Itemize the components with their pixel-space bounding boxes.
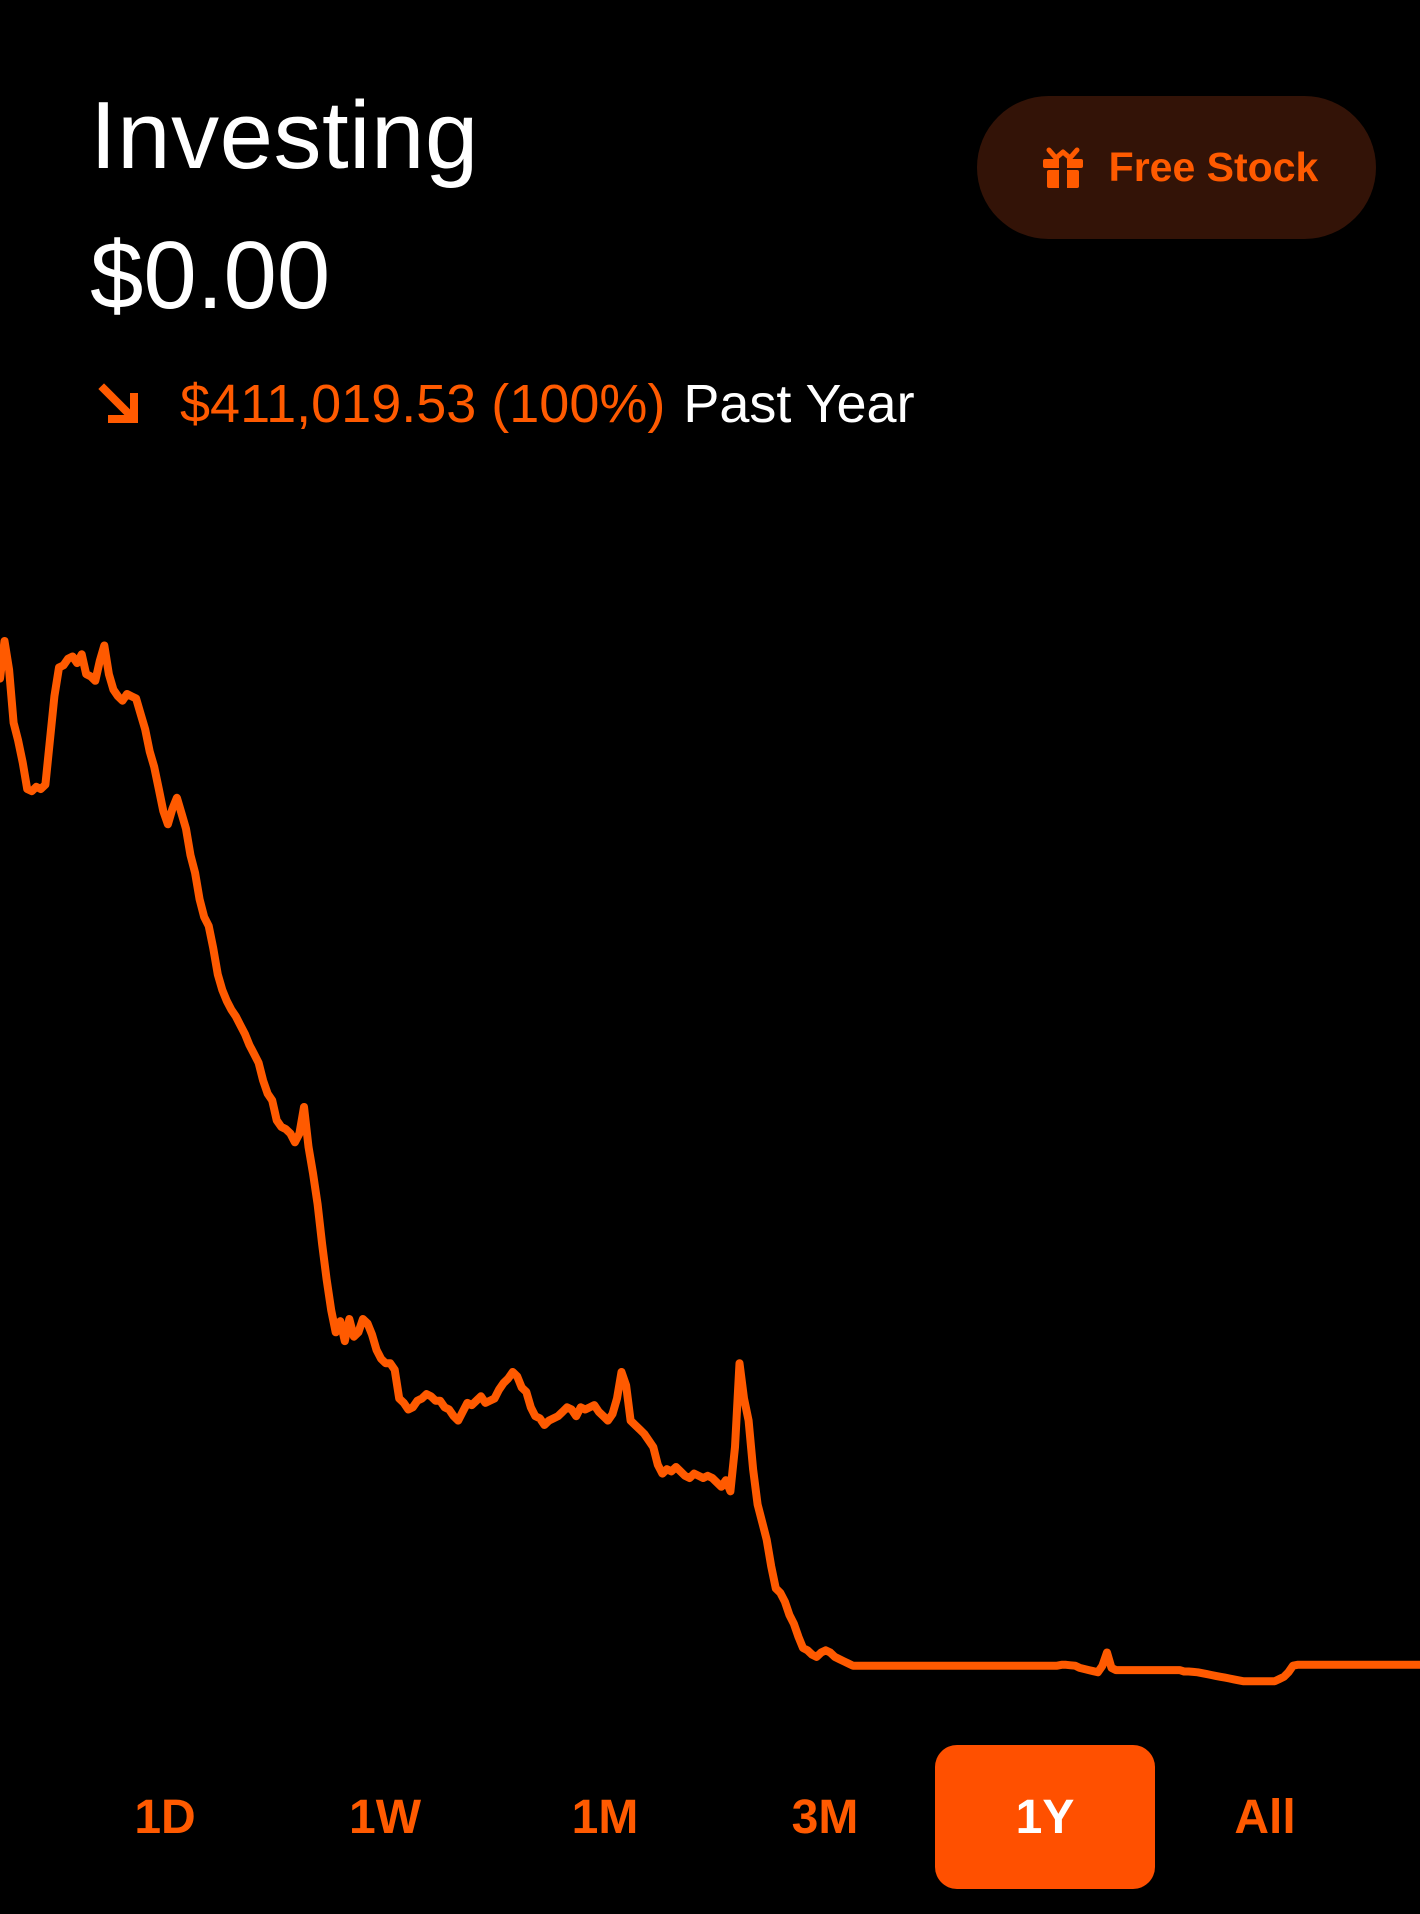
time-range-selector: 1D 1W 1M 3M 1Y All <box>0 1745 1420 1889</box>
range-3m-button[interactable]: 3M <box>791 1790 859 1844</box>
range-1m-button[interactable]: 1M <box>571 1790 639 1844</box>
portfolio-value-line <box>0 637 1420 1686</box>
range-1y-button[interactable]: 1Y <box>935 1745 1155 1889</box>
free-stock-label: Free Stock <box>1108 144 1319 190</box>
range-1d-button[interactable]: 1D <box>134 1790 196 1844</box>
arrow-down-right-icon <box>96 381 142 427</box>
page-title: Investing <box>90 82 479 189</box>
portfolio-balance: $0.00 <box>90 222 331 329</box>
range-1w-button[interactable]: 1W <box>349 1790 421 1844</box>
gift-icon <box>1041 146 1085 190</box>
change-period: Past Year <box>683 374 915 434</box>
range-all-button[interactable]: All <box>1234 1790 1296 1844</box>
portfolio-line-chart[interactable] <box>0 600 1420 1700</box>
performance-change: $411,019.53 (100%) Past Year <box>96 374 915 434</box>
free-stock-button[interactable]: Free Stock <box>977 96 1376 239</box>
change-amount: $411,019.53 (100%) <box>180 374 666 434</box>
